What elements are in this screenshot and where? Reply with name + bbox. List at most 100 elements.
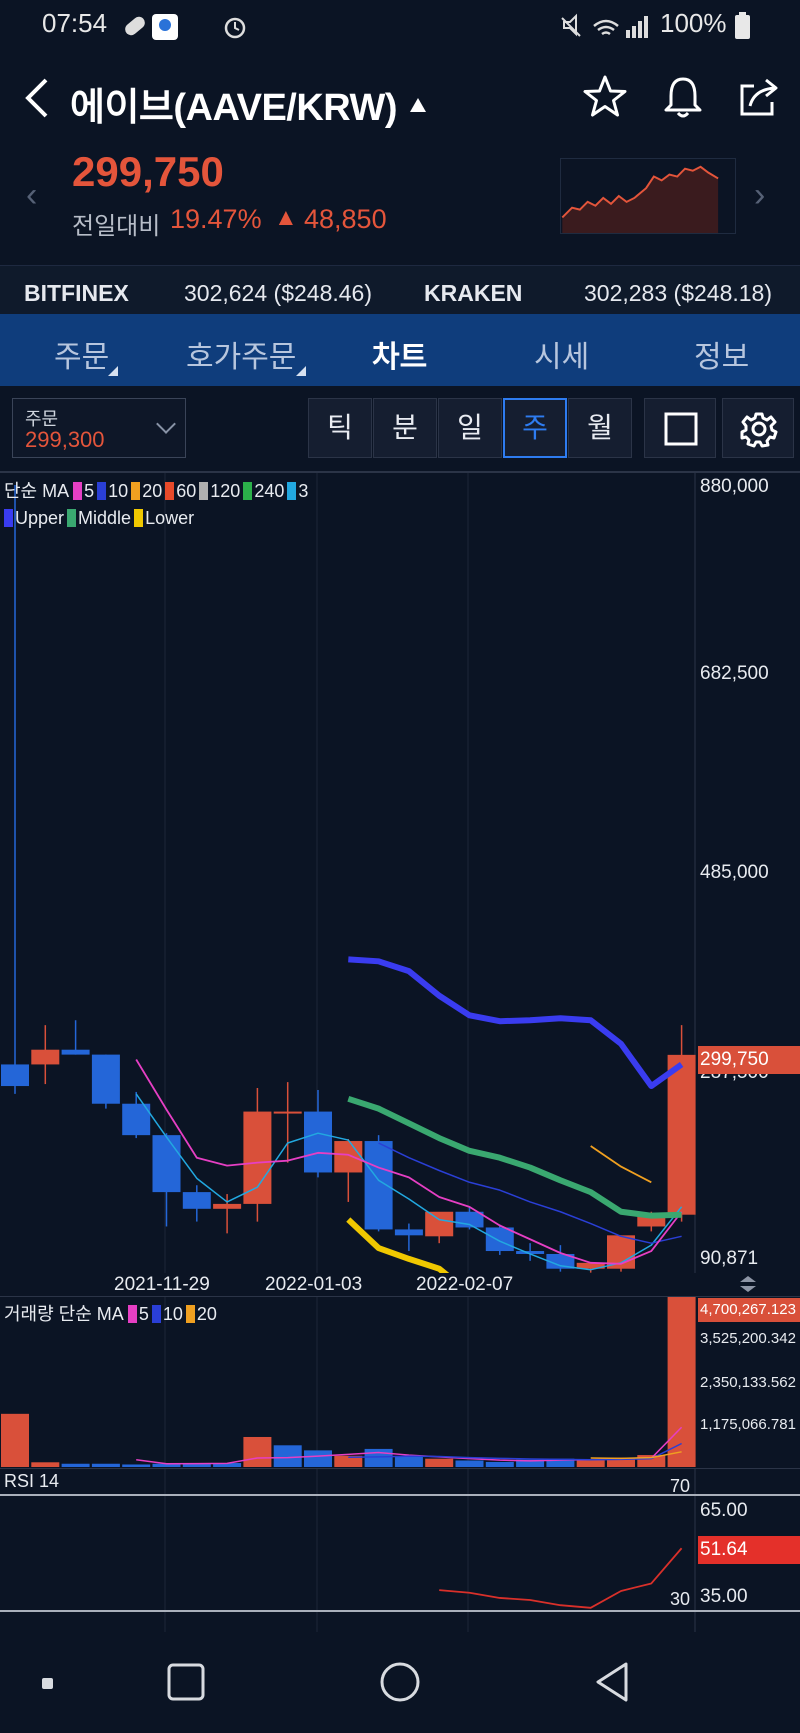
candle-body <box>364 1141 393 1230</box>
date-label: 2021-11-29 <box>114 1274 210 1295</box>
system-nav-bar <box>0 1632 800 1733</box>
legend-swatch <box>131 482 141 500</box>
period-day-button[interactable]: 일 <box>438 398 502 458</box>
candle-body <box>637 1214 666 1227</box>
tab-chart[interactable]: 차트 <box>372 341 428 374</box>
rsi-chart[interactable] <box>0 1469 800 1632</box>
price-chart[interactable] <box>0 473 800 1273</box>
volume-bar <box>1 1413 29 1467</box>
volume-ma20-line <box>590 1451 682 1460</box>
volume-bar <box>516 1459 545 1467</box>
legend-swatch <box>97 482 107 500</box>
price-axis-label: 90,871 <box>700 1248 759 1269</box>
period-month-button[interactable]: 월 <box>568 398 632 458</box>
volume-bar <box>455 1460 484 1467</box>
chart-settings-button[interactable] <box>722 398 794 458</box>
alarm-bell-icon[interactable] <box>660 74 706 120</box>
candle-body <box>243 1111 272 1204</box>
date-label: 2022-01-03 <box>265 1274 363 1295</box>
recent-dot-icon[interactable] <box>40 1676 56 1692</box>
ma-legend-items: 5 10 20 60 120 240 3 <box>73 481 311 501</box>
volume-bar <box>243 1436 272 1467</box>
legend-swatch <box>4 509 13 527</box>
tab-order-dropdown-icon <box>108 366 118 376</box>
order-price-selector[interactable]: 주문 299,300 <box>12 398 186 458</box>
legend-swatch <box>243 482 253 500</box>
tab-quote-dropdown-icon <box>296 366 306 376</box>
coin-title[interactable]: 에이브(AAVE/KRW) <box>70 87 398 129</box>
volume-bar <box>213 1463 242 1467</box>
home-icon[interactable] <box>378 1660 422 1704</box>
back-icon[interactable] <box>22 76 52 120</box>
candle-body <box>213 1203 242 1209</box>
fullscreen-button[interactable] <box>644 398 716 458</box>
back-nav-icon[interactable] <box>592 1660 632 1704</box>
volume-bar <box>61 1463 90 1467</box>
tab-quote-order[interactable]: 호가주문 <box>186 341 297 374</box>
volume-bar <box>637 1455 666 1467</box>
bollinger-middle-line <box>347 1095 682 1219</box>
bollinger-legend: Upper Middle Lower <box>4 508 197 529</box>
current-price: 299,750 <box>72 148 224 195</box>
gear-icon <box>740 412 778 448</box>
legend-label: 10 <box>108 481 129 501</box>
volume-bar <box>425 1458 454 1467</box>
volume-bar <box>546 1458 575 1467</box>
volume-bar <box>31 1462 60 1467</box>
period-minute-button[interactable]: 분 <box>373 398 437 458</box>
recent-apps-icon[interactable] <box>166 1662 206 1702</box>
change-label: 전일대비 <box>72 213 161 240</box>
legend-swatch <box>134 509 144 527</box>
legend-label: 10 <box>162 1304 183 1324</box>
rsi-axis-label: 65.00 <box>700 1500 748 1521</box>
volume-bar <box>667 1297 696 1467</box>
legend-label: 5 <box>138 1304 149 1324</box>
legend-swatch <box>67 509 77 527</box>
legend-swatch <box>165 482 175 500</box>
prev-coin-icon[interactable]: ‹ <box>26 176 38 214</box>
period-tick-button[interactable]: 틱 <box>308 398 372 458</box>
ma-legend-title: 단순 MA <box>4 481 69 501</box>
up-arrow-icon: ▲ <box>274 204 298 231</box>
tab-order[interactable]: 주문 <box>54 341 110 374</box>
tab-market-price[interactable]: 시세 <box>534 341 590 374</box>
candle-body <box>273 1111 302 1114</box>
candle-body <box>91 1054 120 1104</box>
volume-bar <box>576 1460 605 1467</box>
resize-handle-icon[interactable] <box>736 1274 760 1294</box>
legend-swatch <box>151 1305 161 1323</box>
share-icon[interactable] <box>736 74 782 120</box>
exchange-name: BITFINEX <box>24 280 129 306</box>
divider <box>0 471 800 473</box>
rsi-axis-label: 35.00 <box>700 1586 748 1607</box>
volume-bar <box>152 1463 181 1467</box>
volume-bar <box>304 1450 332 1467</box>
price-axis-label: 880,000 <box>700 476 769 497</box>
tab-info[interactable]: 정보 <box>694 341 750 374</box>
favorite-star-icon[interactable] <box>582 74 628 120</box>
status-notification-icons <box>125 14 246 40</box>
legend-label: 120 <box>210 481 241 501</box>
period-week-button[interactable]: 주 <box>503 398 567 458</box>
next-coin-icon[interactable]: › <box>754 176 766 214</box>
volume-bar <box>394 1456 423 1467</box>
volume-bar <box>91 1463 120 1467</box>
order-value: 299,300 <box>25 427 105 452</box>
status-time: 07:54 <box>42 8 108 38</box>
legend-label: 240 <box>254 481 285 501</box>
volume-bar <box>607 1457 635 1467</box>
price-sparkline <box>560 158 736 234</box>
volume-bar <box>334 1455 363 1467</box>
price-axis-label: 485,000 <box>700 862 769 883</box>
title-dropdown-icon[interactable] <box>410 98 426 112</box>
rsi-current-tag: 51.64 <box>698 1536 800 1564</box>
main-tabs: 주문 호가주문 차트 시세 정보 <box>0 314 800 386</box>
candle-body <box>576 1262 605 1269</box>
change-amount: 48,850 <box>304 204 387 234</box>
volume-chart[interactable] <box>0 1297 800 1467</box>
volume-bar <box>364 1448 393 1467</box>
candle-body <box>122 1103 151 1136</box>
ma3-line <box>135 1093 683 1271</box>
chevron-down-icon <box>156 414 176 434</box>
legend-label: 60 <box>176 481 197 501</box>
